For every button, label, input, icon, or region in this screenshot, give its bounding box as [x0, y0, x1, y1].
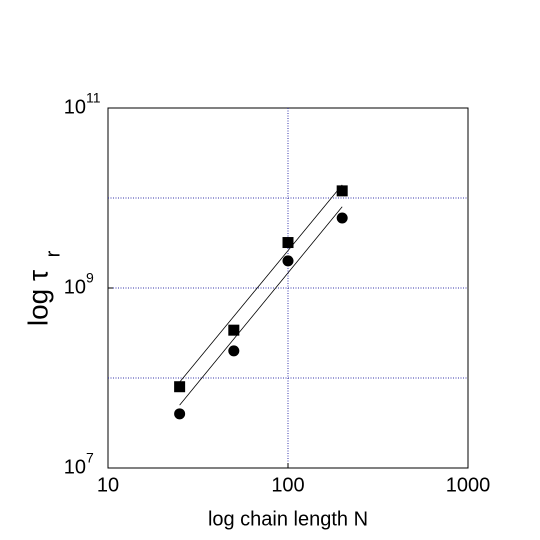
y-tick-label: 10: [64, 276, 86, 298]
y-label-subscript: r: [42, 250, 64, 257]
fit-line: [179, 206, 343, 406]
circle-marker: [228, 345, 240, 357]
x-tick-label: 100: [271, 474, 304, 496]
x-axis-label: log chain length N: [208, 508, 368, 530]
square-marker: [282, 237, 294, 249]
y-tick-exponent: 9: [86, 270, 94, 286]
y-label-text: log τ: [22, 270, 53, 326]
square-marker: [174, 381, 186, 393]
y-tick-label: 10: [64, 96, 86, 118]
y-tick-label: 10: [64, 456, 86, 478]
y-axis-label: log τ r: [22, 250, 64, 326]
fit-line: [179, 184, 343, 383]
circle-marker: [336, 212, 348, 224]
square-marker: [336, 185, 348, 197]
y-tick-exponent: 11: [86, 90, 101, 106]
x-tick-label: 1000: [446, 474, 491, 496]
x-tick-label: 10: [97, 474, 119, 496]
y-tick-exponent: 7: [86, 450, 94, 466]
circle-marker: [174, 408, 186, 420]
circle-marker: [282, 255, 294, 267]
square-marker: [228, 324, 240, 336]
